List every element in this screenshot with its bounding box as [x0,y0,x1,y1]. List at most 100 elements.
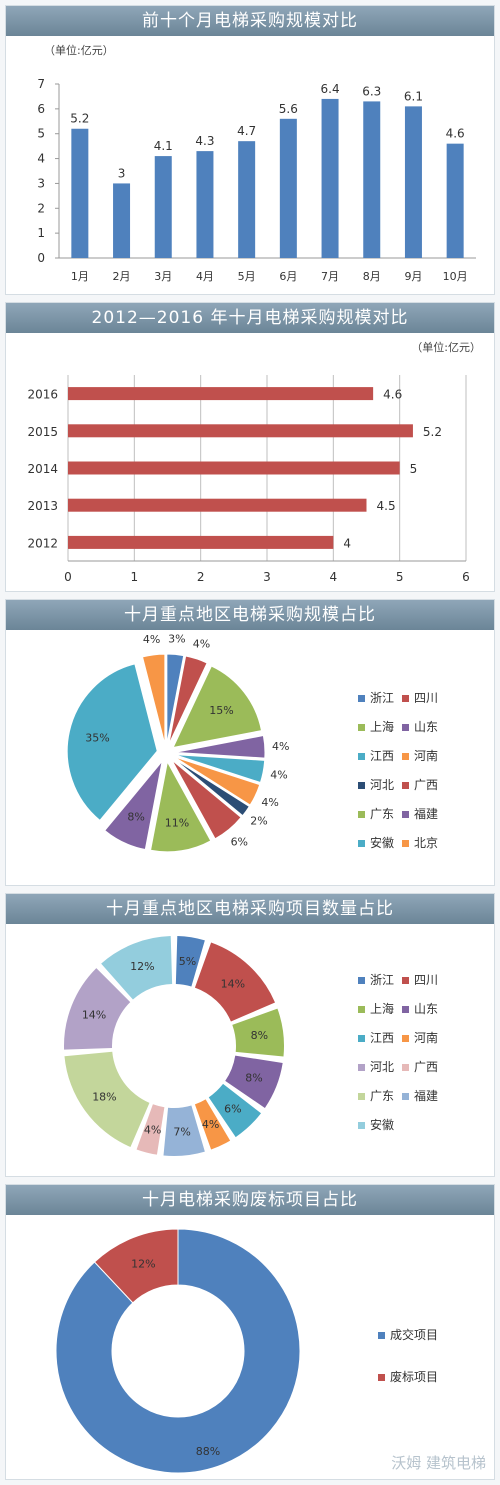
data-label: 4% [270,769,287,782]
legend-swatch [402,753,409,760]
data-label: 6.3 [362,84,381,98]
donut-segment [163,1105,205,1156]
monthly-bar-chart-panel: 前十个月电梯采购规模对比 （单位:亿元） 0 1 2 3 4 5 6 7 5.2 1月 3 2月 4.1 3… [5,5,495,295]
chart-title: 十月重点地区电梯采购项目数量占比 [6,894,494,924]
data-label: 4.6 [446,127,465,141]
y-tick-label: 7 [37,77,45,91]
pie-slice [166,653,185,745]
data-label: 11% [165,816,189,829]
bar [71,128,89,258]
data-label: 4.1 [154,139,173,153]
donut-segment [225,1055,283,1108]
chart-title: 2012—2016 年十月电梯采购规模对比 [6,303,494,333]
data-label: 12% [131,1258,155,1271]
legend-swatch [402,977,409,984]
data-label: 2% [250,815,267,828]
bar [404,106,422,258]
chart-title: 前十个月电梯采购规模对比 [6,6,494,36]
x-tick-label: 6 [462,570,470,584]
data-label: 5 [410,462,418,476]
legend-swatch [402,695,409,702]
x-tick-label: 0 [64,570,72,584]
bar [196,151,214,258]
legend-label: 四川 [414,691,438,705]
legend-swatch [358,1093,365,1100]
y-tick-label: 3 [37,176,45,190]
donut-segment [194,942,276,1022]
data-label: 7% [173,1126,190,1139]
data-label: 12% [130,960,154,973]
y-tick-label: 0 [37,251,45,265]
donut-segment [64,1051,150,1148]
legend-swatch [358,1064,365,1071]
donut-segment [55,1228,301,1474]
bar [113,183,131,258]
data-label: 14% [221,977,245,990]
legend-label: 福建 [414,1088,438,1103]
legend-label: 安徽 [370,835,394,850]
data-label: 4 [343,536,351,550]
legend-swatch [402,840,409,847]
chart-title: 十月重点地区电梯采购规模占比 [6,600,494,630]
chart-title: 十月电梯采购废标项目占比 [6,1185,494,1215]
data-label: 6% [224,1103,241,1116]
pie-slice [174,734,266,759]
unit-label: （单位:亿元） [411,340,481,354]
bar [68,461,400,475]
legend-swatch [402,1006,409,1013]
legend-label: 广东 [370,1089,394,1103]
pie-slice [172,665,263,749]
yearly-bar-chart-panel: 2012—2016 年十月电梯采购规模对比 （单位:亿元） 0 1 2 3 4 5 6 4.6 2… [5,302,495,592]
data-label: 4% [261,796,278,809]
pie-slice [141,653,166,745]
region-count-donut-panel: 十月重点地区电梯采购项目数量占比 5% 14% 8% 8% 6% 4% 7% 4% 18% 14%… [5,893,495,1177]
legend-swatch [402,1093,409,1100]
legend-label: 河南 [414,1030,438,1045]
x-tick-label: 1 [131,570,139,584]
data-label: 18% [92,1091,116,1104]
legend-label: 浙江 [370,691,394,705]
legend-label: 成交项目 [390,1327,438,1342]
data-label: 5.2 [423,425,442,439]
data-label: 4% [193,638,210,651]
legend-label: 安徽 [370,1117,394,1132]
x-tick-label: 4月 [196,270,214,283]
legend-label: 浙江 [370,973,394,987]
pie-slice [104,760,163,851]
x-tick-label: 5月 [238,270,256,283]
donut-segment [64,968,131,1050]
legend-swatch [358,1122,365,1129]
watermark-logo: 沃姆 建筑电梯 [391,1454,486,1472]
data-label: 8% [245,1072,262,1085]
failed-bid-donut-panel: 十月电梯采购废标项目占比 12% 88% 成交项目 废标项目 沃姆 建筑电梯 [5,1184,495,1480]
pie-slice [168,655,208,745]
data-label: 6% [231,836,248,849]
yearly-bar-chart: （单位:亿元） 0 1 2 3 4 5 6 4.6 2016 5.2 2015 5 2014 4.5 2013… [27,340,481,584]
legend-swatch [358,977,365,984]
data-label: 5.2 [70,112,89,126]
legend-swatch [358,724,365,731]
bar [363,101,381,259]
x-tick-label: 10月 [443,270,468,283]
pie-slice [174,754,266,784]
y-tick-label: 2 [37,201,45,215]
legend-swatch [402,1035,409,1042]
legend-swatch [358,811,365,818]
data-label: 88% [196,1445,220,1458]
legend-swatch [402,811,409,818]
x-tick-label: 6月 [279,270,297,283]
legend-label: 山东 [414,720,438,734]
data-label: 4% [272,740,289,753]
bar [446,143,464,258]
legend-label: 河北 [370,778,394,792]
data-label: 4.3 [195,134,214,148]
data-label: 3% [168,633,185,646]
y-tick-label: 6 [37,102,45,116]
y-tick-label: 1 [37,226,45,240]
data-label: 15% [209,704,233,717]
y-tick-label: 2015 [27,425,58,439]
x-tick-label: 5 [396,570,404,584]
legend-label: 广西 [414,1060,438,1074]
y-tick-label: 2016 [27,388,58,402]
data-label: 5% [179,955,196,968]
